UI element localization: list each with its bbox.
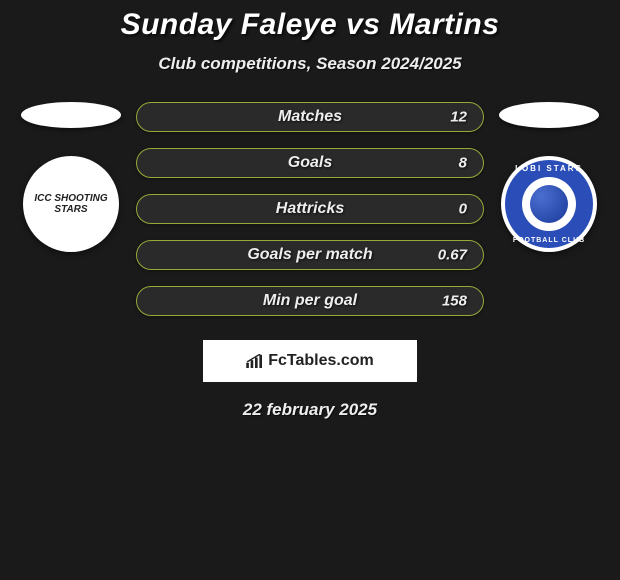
stat-value-right: 8 [459, 155, 467, 172]
main-row: ICC SHOOTING STARS Matches 12 Goals 8 Ha… [0, 102, 620, 316]
stat-value-right: 0.67 [438, 247, 467, 264]
stat-row-min-per-goal: Min per goal 158 [136, 286, 484, 316]
soccer-ball-icon [530, 185, 568, 223]
subtitle: Club competitions, Season 2024/2025 [0, 54, 620, 74]
snapshot-date: 22 february 2025 [0, 400, 620, 420]
stat-label: Goals [288, 154, 332, 172]
stat-row-goals: Goals 8 [136, 148, 484, 178]
stats-column: Matches 12 Goals 8 Hattricks 0 Goals per… [136, 102, 484, 316]
right-club-badge: LOBI STARS FOOTBALL CLUB [501, 156, 597, 252]
comparison-card: Sunday Faleye vs Martins Club competitio… [0, 0, 620, 420]
right-player-col: LOBI STARS FOOTBALL CLUB [494, 102, 604, 252]
branding-box[interactable]: FcTables.com [203, 340, 417, 382]
stat-row-hattricks: Hattricks 0 [136, 194, 484, 224]
stat-row-matches: Matches 12 [136, 102, 484, 132]
stat-value-right: 12 [450, 109, 467, 126]
page-title: Sunday Faleye vs Martins [0, 8, 620, 42]
lobi-inner [522, 177, 576, 231]
stat-label: Hattricks [276, 200, 344, 218]
stat-row-goals-per-match: Goals per match 0.67 [136, 240, 484, 270]
stat-label: Goals per match [247, 246, 372, 264]
left-club-label: ICC SHOOTING STARS [23, 193, 119, 215]
lobi-ring: LOBI STARS FOOTBALL CLUB [505, 160, 593, 248]
stat-label: Matches [278, 108, 342, 126]
stat-value-right: 0 [459, 201, 467, 218]
lobi-sub: FOOTBALL CLUB [505, 237, 593, 244]
player-avatar-placeholder-left [21, 102, 121, 128]
left-player-col: ICC SHOOTING STARS [16, 102, 126, 252]
branding-text: FcTables.com [268, 352, 374, 370]
player-avatar-placeholder-right [499, 102, 599, 128]
lobi-name: LOBI STARS [505, 164, 593, 173]
stat-value-right: 158 [442, 293, 467, 310]
left-club-badge: ICC SHOOTING STARS [23, 156, 119, 252]
chart-icon [246, 354, 264, 368]
stat-label: Min per goal [263, 292, 357, 310]
